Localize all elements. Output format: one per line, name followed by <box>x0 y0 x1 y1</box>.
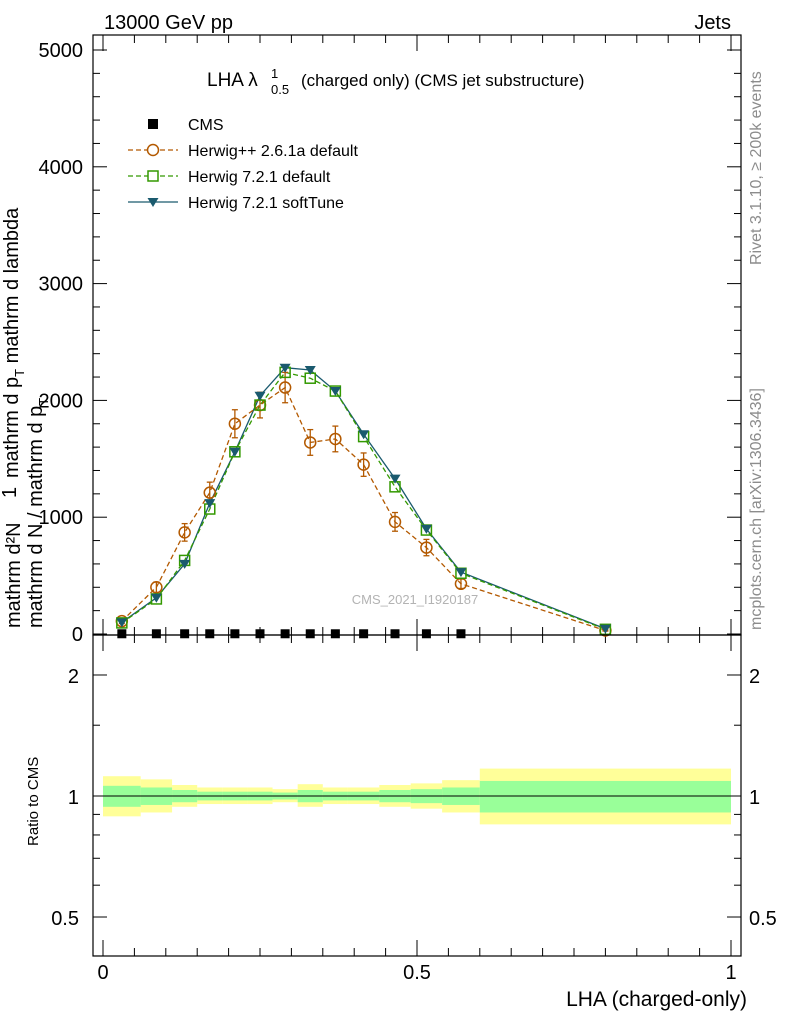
ylabel-line2: mathrm d N / mathrm d pT <box>25 398 51 628</box>
softtune-point <box>599 624 611 634</box>
cms-data-point <box>359 629 369 639</box>
herwigpp-point <box>420 541 433 554</box>
y-tick-label: 0 <box>72 624 83 646</box>
ratio-frame <box>92 634 742 957</box>
herwigpp-point <box>203 486 217 499</box>
cms-data-point <box>117 629 127 639</box>
legend-label: Herwig 7.2.1 softTune <box>188 195 344 212</box>
ratio-ylabel: Ratio to CMS <box>25 757 42 846</box>
softtune-point <box>420 524 432 534</box>
legend-marker <box>146 143 160 157</box>
mcplots-label: mcplots.cern.ch [arXiv:1306.3436] <box>748 388 765 630</box>
softtune-point <box>254 391 266 401</box>
softtune-point <box>329 387 341 397</box>
softtune-point <box>229 447 241 457</box>
softtune-point <box>389 474 401 484</box>
legend-entry-1: Herwig++ 2.6.1a default <box>128 143 358 160</box>
plot-title: LHA λ 1 0.5 (charged only) (CMS jet subs… <box>207 66 584 97</box>
softtune-line <box>121 367 606 630</box>
ratio-tick-label-left: 2 <box>68 666 79 688</box>
herwigpp-point <box>253 398 267 412</box>
legend-label: CMS <box>188 117 224 134</box>
cms-data-point <box>280 629 290 639</box>
ylabel-line1b: mathrm d pT mathrm d lambda <box>1 207 27 478</box>
legend-entry-0: CMS <box>148 117 224 134</box>
herwig7-point <box>116 617 128 629</box>
softtune-point <box>179 559 191 569</box>
analysis-watermark: CMS_2021_I1920187 <box>352 592 479 607</box>
main-ylabel: mathrm d N / mathrm d pT mathrm d²N math… <box>0 207 51 628</box>
cms-data-point <box>421 629 431 639</box>
cms-data-point <box>151 629 161 639</box>
ratio-tick-label-right: 1 <box>749 787 760 809</box>
x-tick-label: 0 <box>97 962 108 984</box>
softtune-point <box>116 618 128 628</box>
cms-data-point <box>330 629 340 639</box>
legend-label: Herwig 7.2.1 default <box>188 169 331 186</box>
title-suffix: (charged only) (CMS jet substructure) <box>301 71 584 90</box>
cms-data-point <box>456 629 466 639</box>
softtune-point <box>304 366 316 376</box>
x-axis-label: LHA (charged-only) <box>566 988 747 1011</box>
softtune-point <box>455 568 467 578</box>
title-sub: 0.5 <box>271 82 289 97</box>
herwigpp-point <box>150 581 163 594</box>
ratio-band-inner <box>479 780 731 813</box>
ylabel-one: 1 <box>0 487 21 498</box>
header-energy: 13000 GeV pp <box>104 12 233 34</box>
header-process: Jets <box>694 12 731 34</box>
y-tick-label: 1000 <box>39 507 84 529</box>
cms-data-point <box>230 629 240 639</box>
cms-data-point <box>205 629 215 639</box>
rivet-label: Rivet 3.1.10, ≥ 200k events <box>748 71 765 265</box>
ylabel-line1: mathrm d²N <box>3 522 25 628</box>
herwigpp-point <box>178 526 191 539</box>
y-tick-label: 5000 <box>39 40 84 62</box>
legend-marker <box>148 119 158 129</box>
herwigpp-line <box>121 386 606 632</box>
herwigpp-point <box>388 515 402 529</box>
herwig7-line <box>121 371 606 630</box>
herwigpp-point <box>454 577 468 591</box>
cms-data-point <box>255 629 265 639</box>
herwigpp-point <box>357 458 370 471</box>
y-tick-label: 2000 <box>39 390 84 412</box>
title-sup: 1 <box>271 66 278 81</box>
cms-data-point <box>305 629 315 639</box>
softtune-point <box>150 593 162 603</box>
herwigpp-point <box>329 432 342 446</box>
softtune-point <box>279 363 291 373</box>
herwigpp-point <box>228 417 242 431</box>
legend-entry-2: Herwig 7.2.1 default <box>128 169 331 186</box>
legend-label: Herwig++ 2.6.1a default <box>188 143 358 160</box>
ratio-tick-label-left: 0.5 <box>51 908 79 930</box>
softtune-point <box>358 430 370 440</box>
ratio-tick-label-right: 2 <box>749 666 760 688</box>
softtune-point <box>204 499 216 509</box>
herwigpp-point <box>278 381 292 394</box>
ratio-tick-label-right: 0.5 <box>749 908 777 930</box>
x-tick-label: 1 <box>725 962 736 984</box>
legend-entry-3: Herwig 7.2.1 softTune <box>128 195 344 212</box>
legend-marker <box>147 170 159 182</box>
cms-data-point <box>180 629 190 639</box>
x-tick-label: 0.5 <box>403 962 431 984</box>
ratio-tick-label-left: 1 <box>68 787 79 809</box>
y-tick-label: 3000 <box>39 274 84 296</box>
legend-marker <box>147 198 159 207</box>
y-tick-label: 4000 <box>39 157 84 179</box>
cms-data-point <box>390 629 400 639</box>
herwig7-point <box>599 623 612 636</box>
title-prefix: LHA λ <box>207 70 258 91</box>
herwigpp-point <box>303 436 317 449</box>
